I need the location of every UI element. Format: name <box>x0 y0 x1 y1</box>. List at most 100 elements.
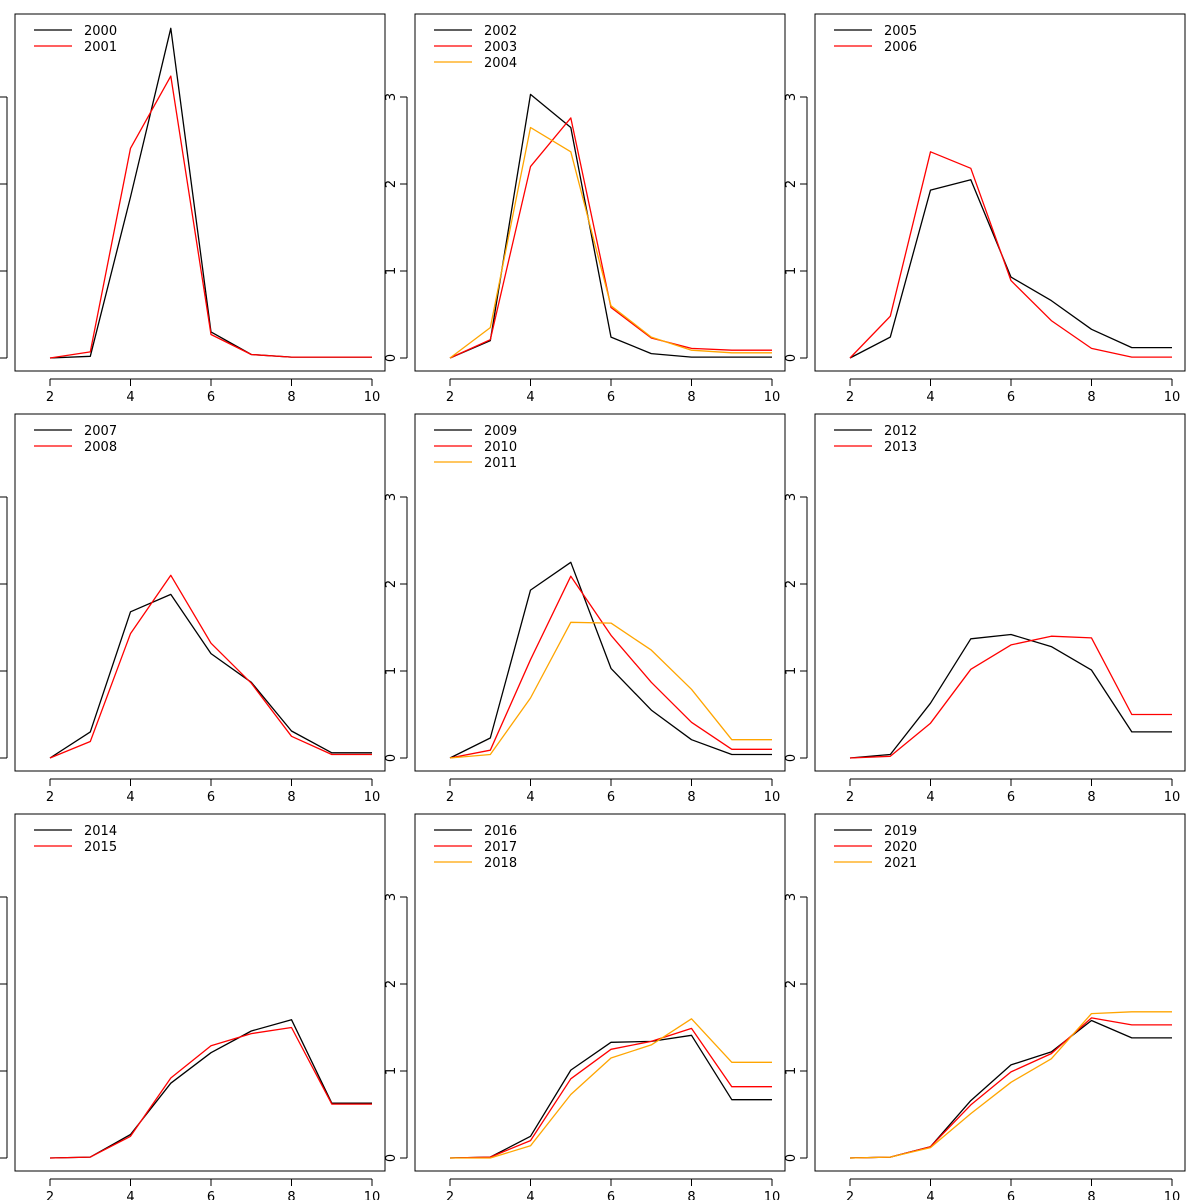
y-tick-label: 0 <box>784 754 799 762</box>
y-tick-label: 2 <box>384 180 399 188</box>
series-line-2018 <box>450 1018 772 1159</box>
series-line-2017 <box>449 1027 772 1159</box>
legend-label: 2004 <box>484 56 517 71</box>
x-tick-label: 4 <box>926 390 934 405</box>
x-tick-label: 8 <box>287 790 295 805</box>
series-line-2006 <box>849 151 1172 359</box>
plot-frame <box>414 813 786 1172</box>
y-tick-label: 1 <box>384 1067 399 1075</box>
x-tick-label: 10 <box>764 390 781 405</box>
plot-frame <box>414 13 786 372</box>
x-tick-label: 4 <box>126 1190 134 1200</box>
y-tick-label: 2 <box>384 980 399 988</box>
legend-label: 2000 <box>84 24 117 39</box>
plot-frame <box>414 413 786 772</box>
x-tick-label: 2 <box>46 1190 54 1200</box>
x-tick-label: 6 <box>1007 790 1015 805</box>
x-tick-label: 10 <box>1164 390 1181 405</box>
x-tick-label: 8 <box>1087 1190 1095 1200</box>
x-tick-label: 4 <box>926 790 934 805</box>
y-tick-label: 3 <box>784 493 799 501</box>
y-tick-label: 2 <box>784 980 799 988</box>
legend-label: 2021 <box>884 856 917 871</box>
x-tick-label: 8 <box>687 1190 695 1200</box>
x-tick-label: 4 <box>926 1190 934 1200</box>
series-line-2012 <box>849 633 1172 759</box>
series-line-2005 <box>849 179 1172 359</box>
series-line-2004 <box>449 126 772 359</box>
legend-label: 2011 <box>484 456 517 471</box>
plot-frame <box>14 13 386 372</box>
x-tick-label: 4 <box>526 1190 534 1200</box>
series-line-2016 <box>449 1034 772 1159</box>
y-tick-label: 0 <box>384 1154 399 1162</box>
y-tick-label: 3 <box>784 893 799 901</box>
plot-frame <box>814 13 1186 372</box>
x-tick-label: 4 <box>526 790 534 805</box>
y-tick-label: 0 <box>784 1154 799 1162</box>
x-tick-label: 10 <box>764 1190 781 1200</box>
x-tick-label: 6 <box>607 390 615 405</box>
x-tick-label: 10 <box>364 1190 381 1200</box>
series-line-2001 <box>49 75 372 359</box>
legend-label: 2006 <box>884 40 917 55</box>
y-tick-label: 1 <box>784 267 799 275</box>
legend-label: 2001 <box>84 40 117 55</box>
series-line-2019 <box>849 1019 1172 1159</box>
series-line-2021 <box>849 1011 1172 1159</box>
x-tick-label: 10 <box>364 790 381 805</box>
x-tick-label: 6 <box>1007 1190 1015 1200</box>
y-tick-label: 3 <box>384 493 399 501</box>
series-line-2013 <box>849 635 1172 759</box>
x-tick-label: 2 <box>446 790 454 805</box>
x-tick-label: 10 <box>764 790 781 805</box>
x-tick-label: 6 <box>607 790 615 805</box>
x-tick-label: 2 <box>846 390 854 405</box>
series-line-2008 <box>49 574 372 759</box>
y-tick-label: 1 <box>384 267 399 275</box>
legend-label: 2014 <box>84 824 117 839</box>
legend-label: 2012 <box>884 424 917 439</box>
x-tick-label: 10 <box>364 390 381 405</box>
x-tick-label: 10 <box>1164 1190 1181 1200</box>
x-tick-label: 2 <box>446 390 454 405</box>
x-tick-label: 6 <box>607 1190 615 1200</box>
x-tick-label: 8 <box>687 790 695 805</box>
series-line-2003 <box>449 117 772 359</box>
legend-label: 2008 <box>84 440 117 455</box>
y-tick-label: 1 <box>784 1067 799 1075</box>
legend-label: 2013 <box>884 440 917 455</box>
x-tick-label: 2 <box>446 1190 454 1200</box>
y-tick-label: 0 <box>384 354 399 362</box>
x-tick-label: 8 <box>287 1190 295 1200</box>
plot-frame <box>14 813 386 1172</box>
chart-panel-1: 246810012320002001 <box>0 13 386 405</box>
y-tick-label: 2 <box>384 580 399 588</box>
x-tick-label: 2 <box>46 790 54 805</box>
x-tick-label: 2 <box>846 1190 854 1200</box>
x-tick-label: 8 <box>287 390 295 405</box>
x-tick-label: 6 <box>207 390 215 405</box>
series-line-2009 <box>449 561 772 759</box>
legend-label: 2017 <box>484 840 517 855</box>
plot-frame <box>14 413 386 772</box>
legend-label: 2018 <box>484 856 517 871</box>
y-tick-label: 3 <box>384 893 399 901</box>
series-line-2007 <box>49 593 372 759</box>
x-tick-label: 6 <box>1007 390 1015 405</box>
y-tick-label: 3 <box>384 93 399 101</box>
y-tick-label: 2 <box>784 580 799 588</box>
x-tick-label: 6 <box>207 790 215 805</box>
chart-panel-4: 246810012320072008 <box>0 413 386 805</box>
legend-label: 2005 <box>884 24 917 39</box>
x-tick-label: 6 <box>207 1190 215 1200</box>
y-tick-label: 0 <box>784 354 799 362</box>
x-tick-label: 2 <box>46 390 54 405</box>
x-tick-label: 8 <box>687 390 695 405</box>
legend-label: 2015 <box>84 840 117 855</box>
y-tick-label: 2 <box>784 180 799 188</box>
legend-label: 2002 <box>484 24 517 39</box>
